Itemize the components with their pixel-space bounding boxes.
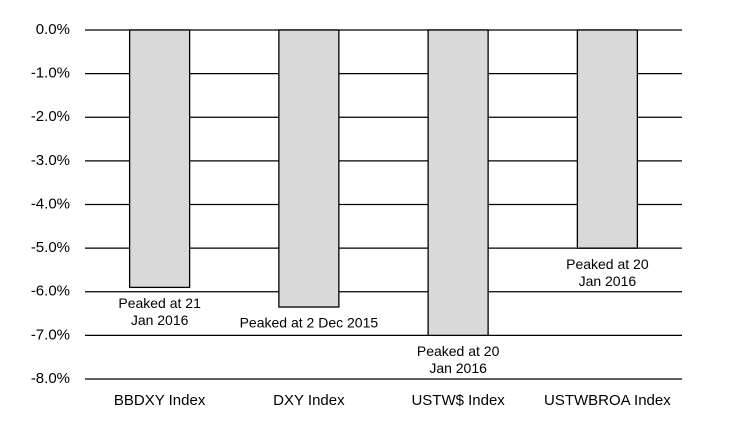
y-tick-label: -2.0% (31, 108, 70, 125)
y-tick-label: -4.0% (31, 195, 70, 212)
x-tick-label: USTWBROA Index (544, 392, 671, 409)
y-tick-label: -6.0% (31, 283, 70, 300)
annotation: Jan 2016 (131, 312, 189, 328)
x-tick-label: DXY Index (273, 392, 345, 409)
y-tick-label: -5.0% (31, 239, 70, 256)
bar (576, 29, 639, 249)
annotation: Peaked at 2 Dec 2015 (240, 315, 379, 331)
y-tick-label: -1.0% (31, 65, 70, 82)
bar (128, 29, 191, 289)
y-tick-label: -3.0% (31, 152, 70, 169)
x-tick-label: USTW$ Index (411, 392, 505, 409)
bar (427, 29, 489, 337)
x-tick-label: BBDXY Index (114, 392, 206, 409)
annotation: Jan 2016 (429, 360, 487, 376)
annotation: Jan 2016 (579, 273, 637, 289)
annotation: Peaked at 21 (118, 295, 201, 311)
y-tick-label: -8.0% (31, 370, 70, 387)
y-tick-label: -7.0% (31, 326, 70, 343)
bar (278, 29, 340, 308)
annotation: Peaked at 20 (566, 256, 649, 272)
annotation: Peaked at 20 (417, 343, 500, 359)
y-tick-label: 0.0% (36, 21, 70, 38)
